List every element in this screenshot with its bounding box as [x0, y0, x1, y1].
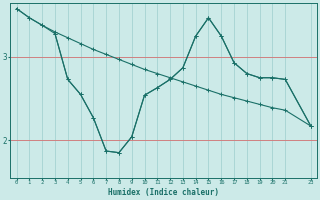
X-axis label: Humidex (Indice chaleur): Humidex (Indice chaleur): [108, 188, 219, 197]
